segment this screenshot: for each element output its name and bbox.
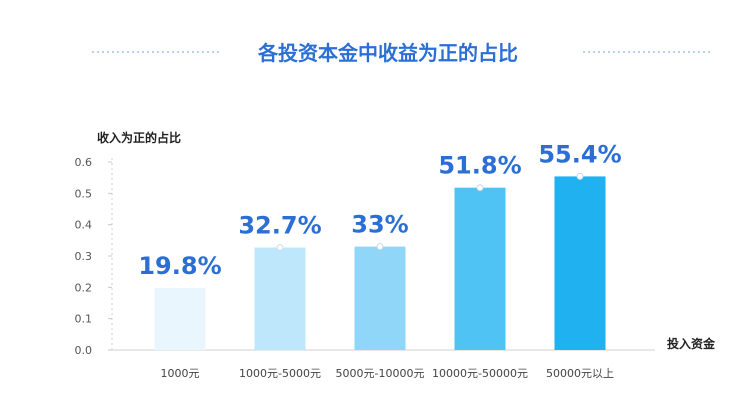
bar-top-marker xyxy=(276,244,284,252)
bar xyxy=(554,176,606,350)
chart-title: 各投资本金中收益为正的占比 xyxy=(257,41,518,65)
bar xyxy=(454,187,506,350)
data-label: 33% xyxy=(351,211,408,239)
y-axis-title: 收入为正的占比 xyxy=(97,130,181,145)
y-tick-label: 0.4 xyxy=(75,219,93,232)
y-tick-label: 0.3 xyxy=(75,250,93,263)
x-tick-label: 10000元-50000元 xyxy=(432,367,528,380)
bar-top-marker xyxy=(576,172,584,180)
bar xyxy=(254,247,306,350)
bar-top-marker xyxy=(376,243,384,251)
data-label: 19.8% xyxy=(138,252,221,280)
x-tick-label: 5000元-10000元 xyxy=(336,367,425,380)
data-label: 32.7% xyxy=(238,212,321,240)
x-tick-label: 1000元 xyxy=(161,367,200,380)
x-axis-title: 投入资金 xyxy=(667,336,716,351)
bar xyxy=(354,246,406,350)
y-tick-label: 0.6 xyxy=(75,156,93,169)
data-label: 55.4% xyxy=(538,140,621,168)
x-tick-label: 50000元以上 xyxy=(546,367,614,380)
y-tick-label: 0.0 xyxy=(75,344,93,357)
bar-top-marker xyxy=(476,184,484,192)
y-tick-label: 0.5 xyxy=(75,187,93,200)
bar xyxy=(154,287,206,350)
data-label: 51.8% xyxy=(438,152,521,180)
y-tick-label: 0.2 xyxy=(75,281,93,294)
y-tick-label: 0.1 xyxy=(75,313,93,326)
x-tick-label: 1000元-5000元 xyxy=(239,367,321,380)
plot-area: 0.0 0.1 0.2 0.3 0.4 0.5 0.6 19.8% 1000元 32.7% 1000… xyxy=(75,140,622,380)
